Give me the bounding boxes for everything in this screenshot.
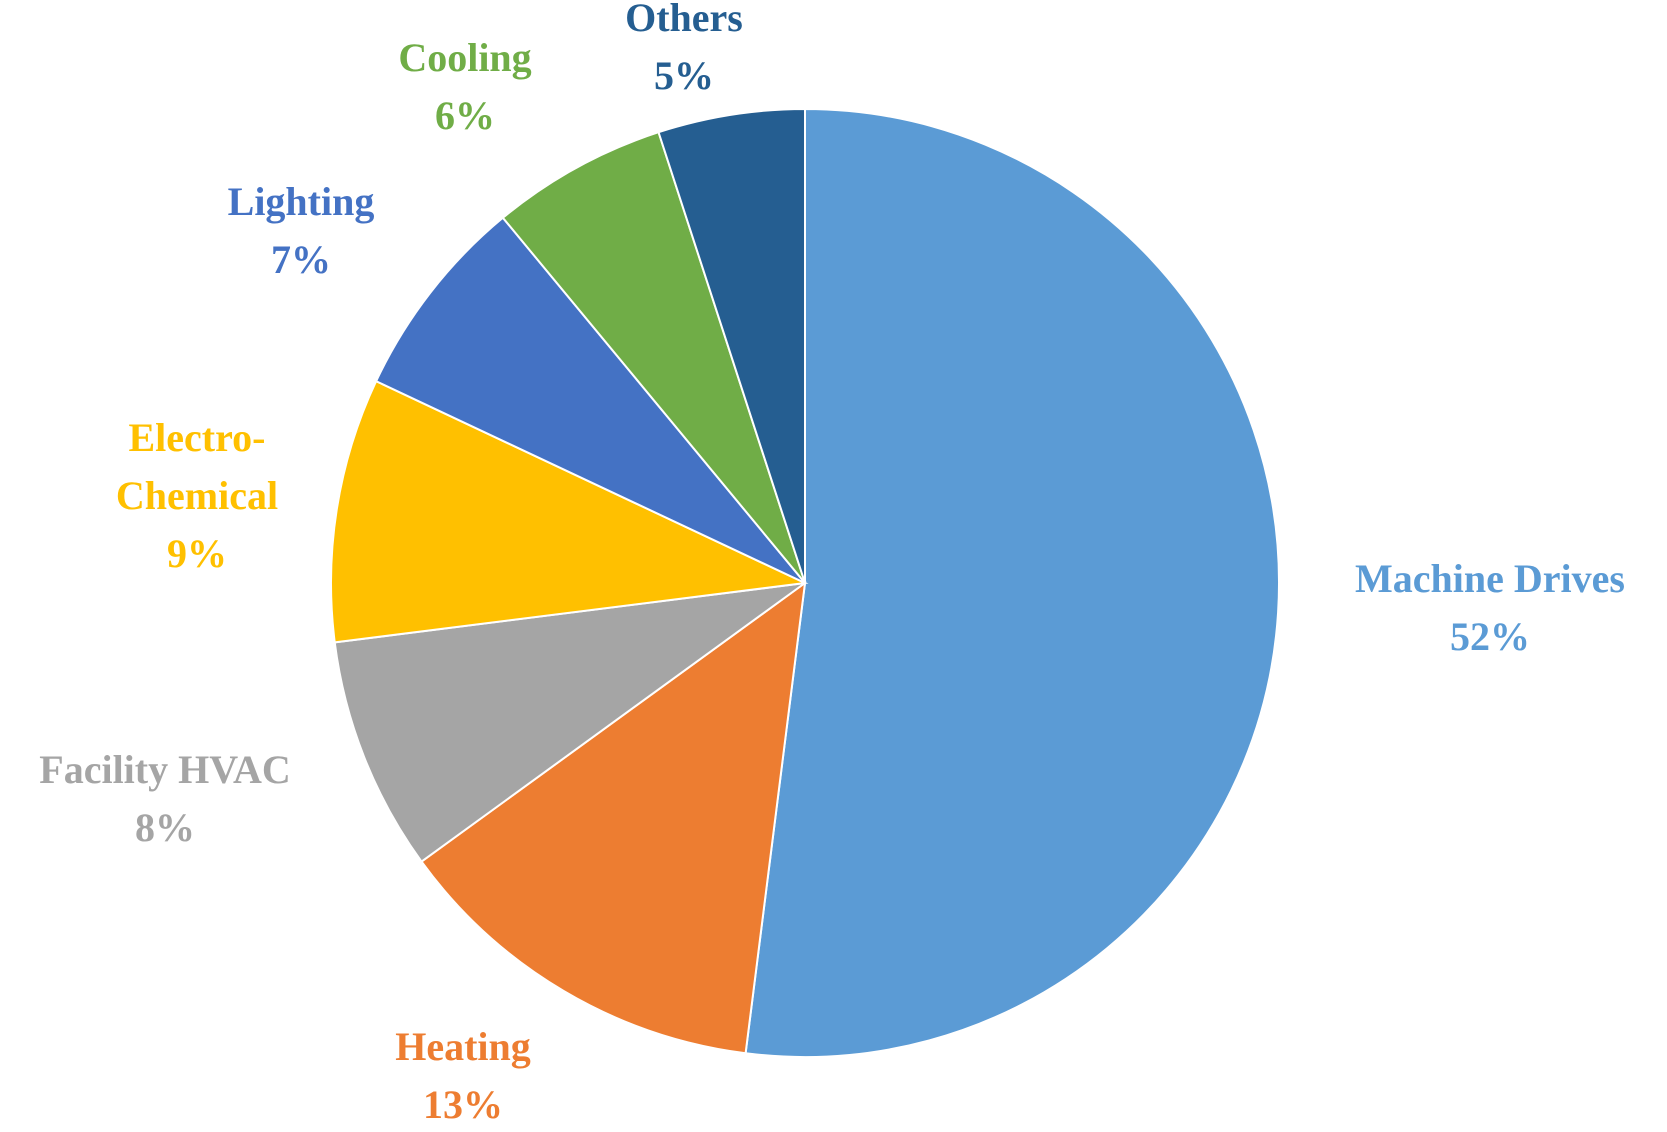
value-label: 6% [435, 93, 495, 138]
pie-slice [333, 582, 806, 864]
slice-label: Lighting [228, 179, 375, 224]
value-label: 8% [135, 805, 195, 850]
pie-slice [330, 379, 809, 644]
slice-label: Electro-Chemical [116, 415, 278, 518]
value-label: 7% [271, 237, 331, 282]
pie-slice [744, 107, 1280, 1058]
slice-label: Others [625, 0, 743, 40]
slice-label: Facility HVAC [39, 747, 290, 792]
pie-slice [657, 107, 806, 584]
pie-slice [420, 580, 807, 1055]
pie-slice [374, 216, 806, 584]
value-label: 13% [423, 1082, 503, 1127]
value-label: 52% [1450, 614, 1530, 659]
value-label: 5% [654, 53, 714, 98]
slice-label: Cooling [398, 35, 531, 80]
slice-label: Heating [395, 1024, 531, 1069]
slice-label: Machine Drives [1355, 556, 1625, 601]
value-label: 9% [167, 531, 227, 576]
pie-slice [501, 130, 806, 584]
